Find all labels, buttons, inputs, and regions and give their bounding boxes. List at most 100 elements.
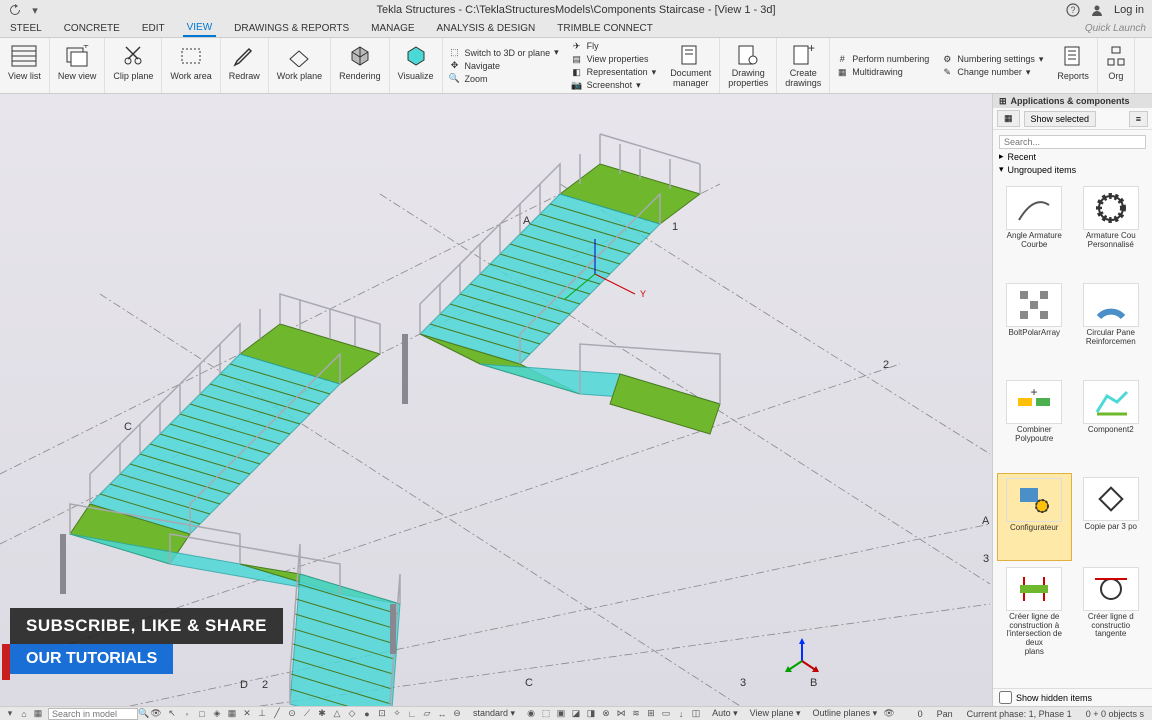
ribbon-create-draw[interactable]: + Create drawings xyxy=(777,38,830,93)
component-ligne2[interactable]: Créer ligne d constructio tangente xyxy=(1074,563,1149,684)
ribbon-visualize[interactable]: Visualize xyxy=(390,38,443,93)
snap-point-icon[interactable]: ◦ xyxy=(181,708,193,720)
menu-btn[interactable]: ≡ xyxy=(1129,111,1148,127)
component-bolt-polar[interactable]: BoltPolarArray xyxy=(997,279,1072,374)
snap-dim-icon[interactable]: ↔ xyxy=(436,708,448,720)
refresh-icon[interactable] xyxy=(8,3,22,17)
ribbon-work-plane[interactable]: Work plane xyxy=(269,38,331,93)
menu-drawings[interactable]: DRAWINGS & REPORTS xyxy=(230,21,353,36)
snap-face-icon[interactable]: ▱ xyxy=(421,708,433,720)
ribbon-draw-props[interactable]: Drawing properties xyxy=(720,38,777,93)
snap-node-icon[interactable]: ● xyxy=(361,708,373,720)
component-circular-panel[interactable]: Circular Pane Reinforcemen xyxy=(1074,279,1149,374)
status-outline-dd[interactable]: Outline planes ▾ xyxy=(807,708,884,719)
component-armature-custom[interactable]: Armature Cou Personnalisé xyxy=(1074,182,1149,277)
snap-edge-icon[interactable]: ∟ xyxy=(406,708,418,720)
menu-trimble[interactable]: TRIMBLE CONNECT xyxy=(553,21,657,36)
sel-ref-icon[interactable]: ◫ xyxy=(690,708,702,720)
ribbon-rendering[interactable]: Rendering xyxy=(331,38,390,93)
sel-surf-icon[interactable]: ◨ xyxy=(585,708,597,720)
tree-recent[interactable]: ▸Recent xyxy=(999,150,1146,163)
ribbon-view-props[interactable]: ▤View properties xyxy=(571,53,657,65)
menu-manage[interactable]: MANAGE xyxy=(367,21,418,36)
viewport-3d[interactable]: A 1 2 A 3 C D 2 C 3 B xyxy=(0,94,992,706)
ribbon-switch-3d[interactable]: ⬚Switch to 3D or plane ▾ xyxy=(449,47,559,59)
ribbon-clip-plane[interactable]: Clip plane xyxy=(105,38,162,93)
ribbon-screenshot[interactable]: 📷Screenshot ▾ xyxy=(571,79,657,91)
status-auto-dd[interactable]: Auto ▾ xyxy=(706,708,744,719)
menu-steel[interactable]: STEEL xyxy=(6,21,46,36)
status-dd1[interactable]: ▾ xyxy=(4,708,16,720)
tree-ungrouped[interactable]: ▾Ungrouped items xyxy=(999,163,1146,176)
sel-load-icon[interactable]: ↓ xyxy=(675,708,687,720)
component-component2[interactable]: Component2 xyxy=(1074,376,1149,471)
component-combiner[interactable]: + Combiner Polypoutre xyxy=(997,376,1072,471)
sel-bolt-icon[interactable]: ⊗ xyxy=(600,708,612,720)
sel-part-icon[interactable]: ▣ xyxy=(555,708,567,720)
snap-tan-icon[interactable]: ⊖ xyxy=(451,708,463,720)
status-eye-icon[interactable]: 👁 xyxy=(883,708,895,720)
sel-grid-icon[interactable]: ⊞ xyxy=(645,708,657,720)
status-standard-dd[interactable]: standard ▾ xyxy=(467,708,521,719)
ribbon-doc-manager[interactable]: Document manager xyxy=(662,38,720,93)
snap-ext-icon[interactable]: ⟋ xyxy=(301,708,313,720)
sel-asm-icon[interactable]: ⬚ xyxy=(540,708,552,720)
show-selected-btn[interactable]: Show selected xyxy=(1024,111,1097,127)
snap-ref-icon[interactable]: ⊡ xyxy=(376,708,388,720)
snap-center-icon[interactable]: ⊙ xyxy=(286,708,298,720)
axis-widget[interactable] xyxy=(782,636,822,676)
search-input[interactable] xyxy=(999,135,1146,149)
login-link[interactable]: Log in xyxy=(1114,4,1144,16)
snap-perp-icon[interactable]: ⊥ xyxy=(256,708,268,720)
down-icon[interactable]: ▾ xyxy=(28,3,42,17)
component-configurateur[interactable]: Configurateur xyxy=(997,473,1072,561)
snap-free-icon[interactable]: ✧ xyxy=(391,708,403,720)
ribbon-navigate[interactable]: ✥Navigate xyxy=(449,60,559,72)
component-copy3[interactable]: Copie par 3 po xyxy=(1074,473,1149,561)
ribbon-numbering[interactable]: #Perform numbering xyxy=(836,53,929,65)
sel-comp-icon[interactable]: ◉ xyxy=(525,708,537,720)
ribbon-view-list[interactable]: View list xyxy=(0,38,50,93)
ribbon-representation[interactable]: ◧Representation ▾ xyxy=(571,66,657,78)
status-viewplane-dd[interactable]: View plane ▾ xyxy=(744,708,807,719)
ribbon-reports[interactable]: Reports xyxy=(1049,38,1098,93)
sel-view-icon[interactable]: ▭ xyxy=(660,708,672,720)
help-icon[interactable]: ? xyxy=(1066,3,1080,17)
sel-obj-icon[interactable]: ◪ xyxy=(570,708,582,720)
snap-near-icon[interactable]: ◇ xyxy=(346,708,358,720)
component-angle-armature[interactable]: Angle Armature Courbe xyxy=(997,182,1072,277)
snap-grid-icon[interactable]: ▦ xyxy=(226,708,238,720)
binoculars-icon[interactable]: 👁 xyxy=(150,708,162,720)
ribbon-new-view[interactable]: + New view xyxy=(50,38,106,93)
ribbon-multidraw[interactable]: ▦Multidrawing xyxy=(836,66,929,78)
search-icon[interactable]: 🔍 xyxy=(138,708,150,720)
snap-any-icon[interactable]: ✱ xyxy=(316,708,328,720)
ribbon-org[interactable]: Org xyxy=(1098,38,1135,93)
status-grid-icon[interactable]: ▦ xyxy=(32,708,44,720)
menu-view[interactable]: VIEW xyxy=(183,20,217,37)
snap-geo-icon[interactable]: △ xyxy=(331,708,343,720)
snap-int-icon[interactable]: ✕ xyxy=(241,708,253,720)
ribbon-zoom[interactable]: 🔍Zoom xyxy=(449,73,559,85)
ribbon-redraw[interactable]: Redraw xyxy=(221,38,269,93)
menu-concrete[interactable]: CONCRETE xyxy=(60,21,124,36)
menu-edit[interactable]: EDIT xyxy=(138,21,169,36)
quick-launch[interactable]: Quick Launch xyxy=(1085,23,1146,34)
ribbon-fly[interactable]: ✈Fly xyxy=(571,40,657,52)
sel-rebar-icon[interactable]: ≋ xyxy=(630,708,642,720)
ribbon-work-area[interactable]: Work area xyxy=(162,38,220,93)
show-hidden-checkbox[interactable] xyxy=(999,691,1012,704)
ribbon-change-num[interactable]: ✎Change number ▾ xyxy=(941,66,1043,78)
component-ligne1[interactable]: Créer ligne de construction à l'intersec… xyxy=(997,563,1072,684)
status-home-icon[interactable]: ⌂ xyxy=(18,708,30,720)
snap-mid-icon[interactable]: ◈ xyxy=(211,708,223,720)
snap-end-icon[interactable]: □ xyxy=(196,708,208,720)
grid-view-btn[interactable]: ▦ xyxy=(997,110,1020,127)
ribbon-num-settings[interactable]: ⚙Numbering settings ▾ xyxy=(941,53,1043,65)
menu-analysis[interactable]: ANALYSIS & DESIGN xyxy=(433,21,540,36)
user-icon[interactable] xyxy=(1090,3,1104,17)
status-search-input[interactable] xyxy=(48,708,138,720)
sel-weld-icon[interactable]: ⋈ xyxy=(615,708,627,720)
snap-line-icon[interactable]: ╱ xyxy=(271,708,283,720)
snap-cursor-icon[interactable]: ↖ xyxy=(166,708,178,720)
